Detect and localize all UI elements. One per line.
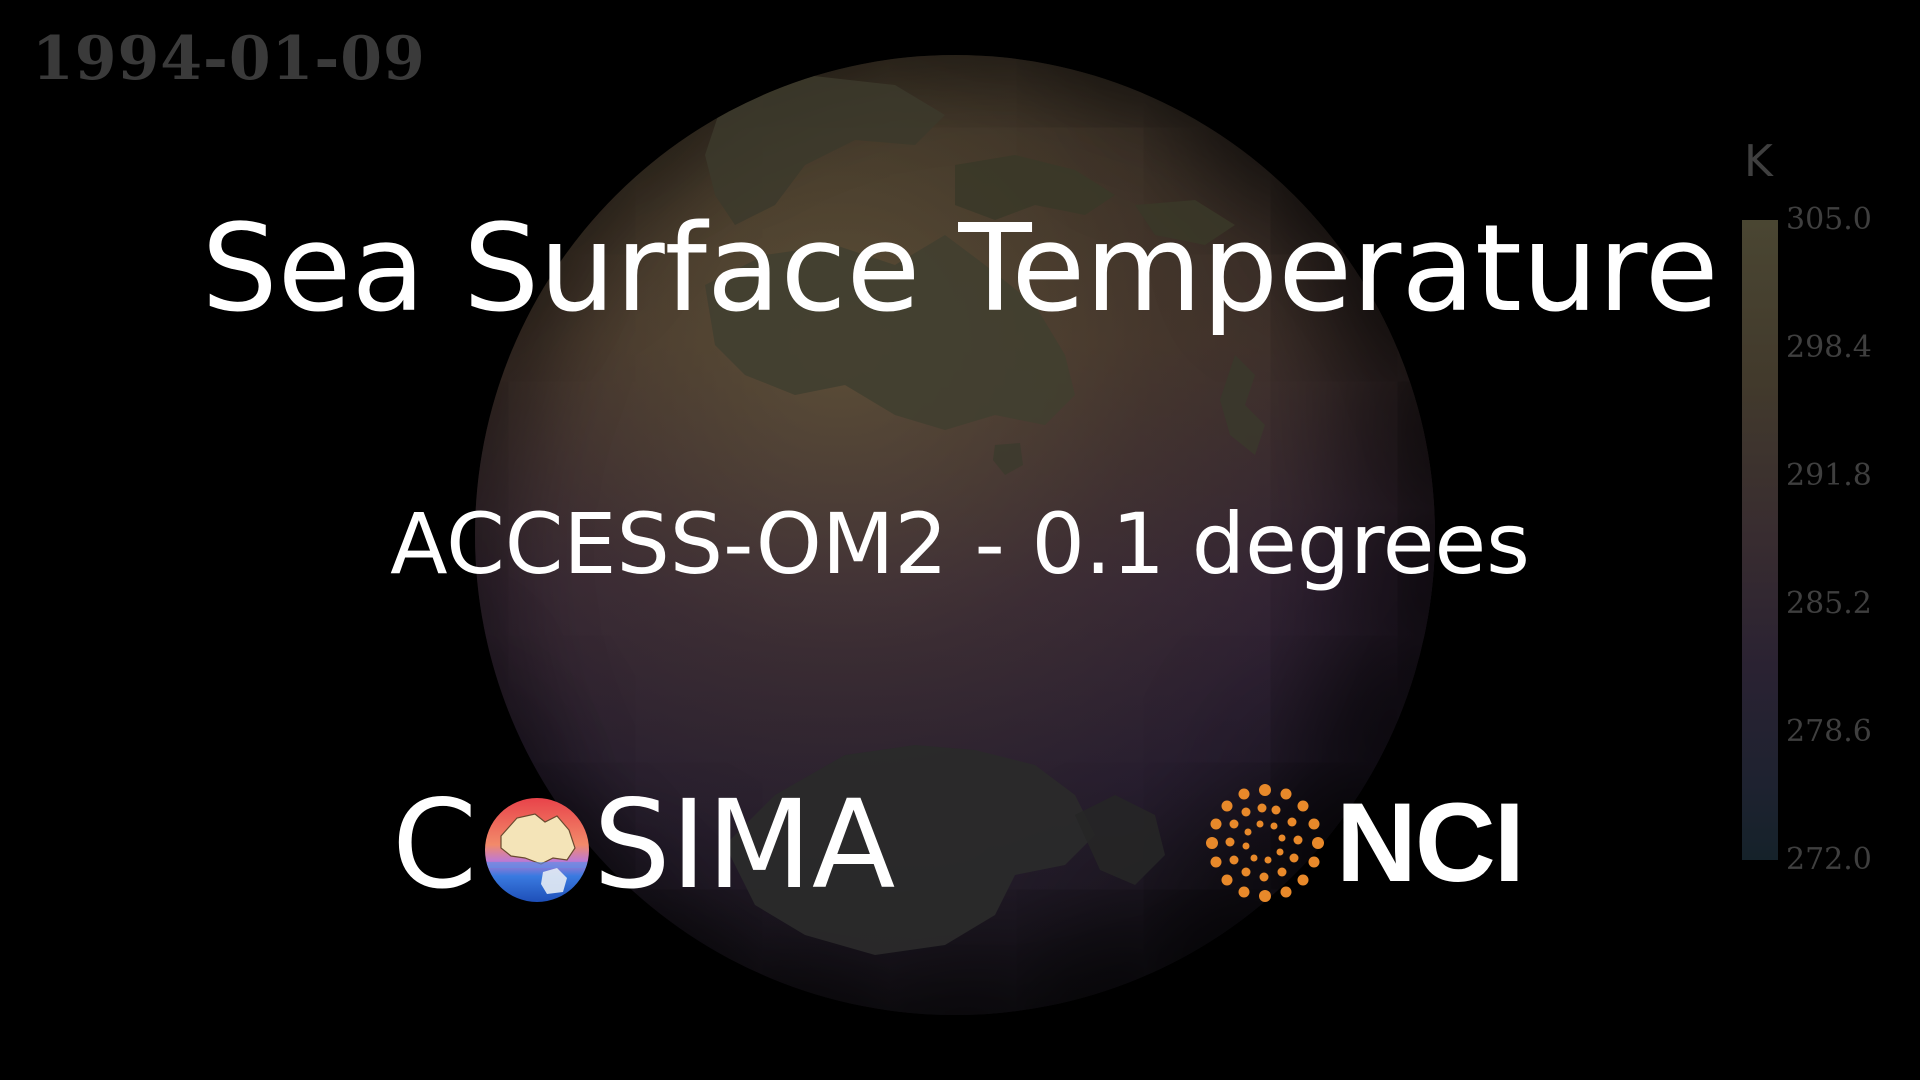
- asia-landmass: [705, 75, 945, 225]
- colorbar-tick: 278.6: [1786, 714, 1872, 749]
- colorbar-unit-label: K: [1744, 136, 1773, 187]
- new-zealand-landmass: [1220, 355, 1265, 455]
- colorbar-tick: 291.8: [1786, 458, 1872, 493]
- antarctic-peninsula: [1075, 795, 1165, 885]
- indonesia-islands: [955, 155, 1235, 245]
- nci-logo: NCI: [1202, 778, 1525, 908]
- cosima-logo-text-start: C: [392, 774, 478, 916]
- page-title: Sea Surface Temperature: [201, 200, 1719, 339]
- australia-landmass: [705, 235, 1075, 430]
- antarctica-landmass: [725, 745, 1095, 955]
- colorbar-tick: 272.0: [1786, 842, 1872, 877]
- nci-logo-mark-icon: [1206, 784, 1324, 902]
- nci-logo-text: NCI: [1336, 780, 1525, 905]
- colorbar-tick: 305.0: [1786, 202, 1872, 237]
- page-subtitle: ACCESS-OM2 - 0.1 degrees: [390, 495, 1530, 593]
- globe-render: [475, 55, 1435, 1015]
- tasmania-landmass: [993, 443, 1023, 475]
- cosima-logo-mark-icon: [483, 791, 591, 902]
- cosima-logo-text-end: SIMA: [593, 774, 896, 916]
- globe-landmasses: [705, 75, 1265, 955]
- colorbar-tick: 285.2: [1786, 586, 1872, 621]
- colorbar-tick: 298.4: [1786, 330, 1872, 365]
- date-label: 1994-01-09: [32, 24, 426, 94]
- cosima-logo: C: [392, 780, 895, 910]
- colorbar: [1742, 220, 1778, 860]
